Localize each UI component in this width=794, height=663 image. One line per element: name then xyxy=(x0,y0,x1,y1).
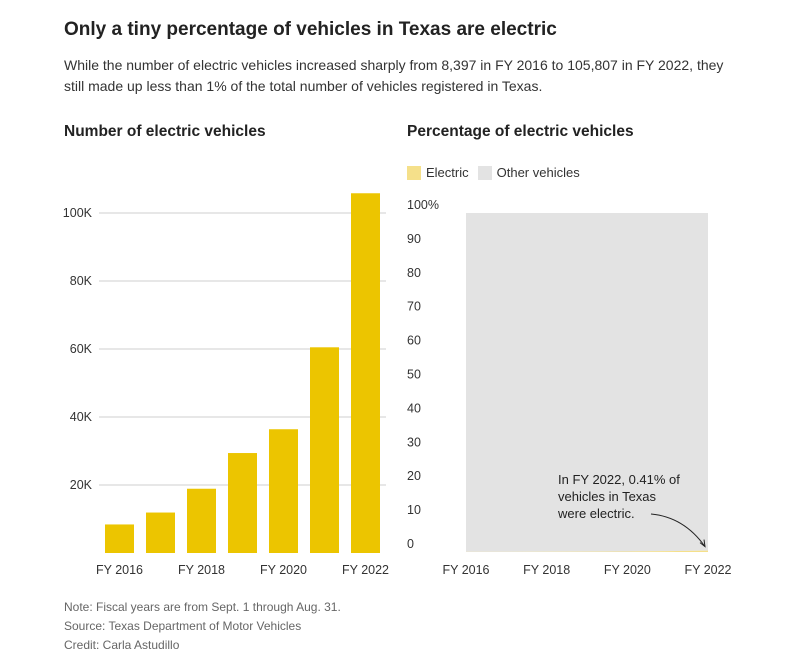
area-y-tick-label: 90 xyxy=(407,232,421,246)
area-chart: 0 10 20 30 40 50 60 70 80 90 100% FY 2016 FY 2018 FY … xyxy=(407,198,732,577)
annotation-arrow xyxy=(650,513,706,547)
annotation-arrowhead xyxy=(699,539,706,548)
area-chart-title: Percentage of electric vehicles xyxy=(407,123,634,140)
area-y-tick-label: 0 xyxy=(407,537,414,551)
bar-y-tick-label: 80K xyxy=(70,274,93,288)
bar-y-tick-label: 60K xyxy=(70,342,93,356)
bar xyxy=(310,347,339,553)
legend-item-other: Other vehicles xyxy=(477,165,580,180)
bar-y-tick-label: 20K xyxy=(70,478,93,492)
bar xyxy=(105,524,134,553)
legend-label-electric: Electric xyxy=(426,165,469,180)
area-y-tick-label: 50 xyxy=(407,368,421,382)
footer: Note: Fiscal years are from Sept. 1 thro… xyxy=(64,598,341,655)
area-y-tick-label: 100% xyxy=(407,198,439,212)
page-subtitle: While the number of electric vehicles in… xyxy=(64,57,724,94)
annotation-line: vehicles in Texas xyxy=(558,489,657,504)
area-y-tick-label: 20 xyxy=(407,469,421,483)
legend-swatch-electric xyxy=(407,166,421,180)
annotation-line: In FY 2022, 0.41% of xyxy=(558,472,680,487)
area-other-vehicles xyxy=(466,213,708,552)
bar-y-tick-label: 40K xyxy=(70,410,93,424)
footer-source: Source: Texas Department of Motor Vehicl… xyxy=(64,619,302,633)
footer-credit: Credit: Carla Astudillo xyxy=(64,638,180,652)
bar xyxy=(351,193,380,553)
bar-x-tick-label: FY 2020 xyxy=(260,563,307,577)
bar-chart-title: Number of electric vehicles xyxy=(64,123,266,140)
area-y-tick-label: 30 xyxy=(407,435,421,449)
area-x-tick-label: FY 2016 xyxy=(442,563,489,577)
bar-x-tick-label: FY 2022 xyxy=(342,563,389,577)
area-y-tick-label: 60 xyxy=(407,334,421,348)
legend-item-electric: Electric xyxy=(407,166,469,180)
footer-note: Note: Fiscal years are from Sept. 1 thro… xyxy=(64,600,341,614)
area-chart-legend: Electric Other vehicles xyxy=(407,166,589,180)
bar-x-tick-label: FY 2016 xyxy=(96,563,143,577)
bar-x-tick-label: FY 2018 xyxy=(178,563,225,577)
bar-y-tick-label: 100K xyxy=(63,206,93,220)
bar xyxy=(146,512,175,553)
area-y-tick-label: 80 xyxy=(407,266,421,280)
bar xyxy=(187,488,216,553)
area-y-tick-label: 70 xyxy=(407,300,421,314)
page-title: Only a tiny percentage of vehicles in Te… xyxy=(64,19,557,40)
area-electric xyxy=(466,550,708,552)
annotation-line: were electric. xyxy=(557,506,635,521)
bar xyxy=(228,453,257,553)
area-y-tick-label: 40 xyxy=(407,401,421,415)
bar xyxy=(269,429,298,553)
area-x-tick-label: FY 2020 xyxy=(604,563,651,577)
area-x-tick-label: FY 2022 xyxy=(684,563,731,577)
area-y-tick-label: 10 xyxy=(407,503,421,517)
bar-chart: 20K 40K 60K 80K 100K FY 2016 FY 2018 FY 2020 FY … xyxy=(63,193,389,577)
area-x-tick-label: FY 2018 xyxy=(523,563,570,577)
legend-swatch-other xyxy=(477,166,492,180)
legend-label-other: Other vehicles xyxy=(496,165,580,180)
